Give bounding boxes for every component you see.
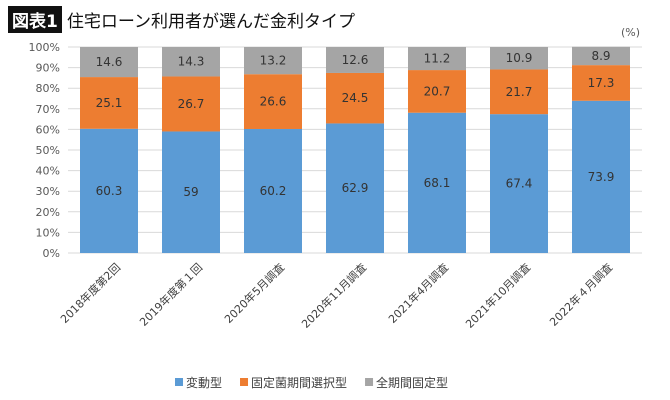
- data-label: 26.6: [260, 95, 287, 109]
- y-tick-label: 100%: [29, 41, 60, 54]
- bar-segment: [244, 74, 302, 129]
- data-label: 21.7: [506, 85, 533, 99]
- data-label: 11.2: [424, 52, 451, 66]
- legend-label: 全期間固定型: [376, 375, 448, 390]
- x-tick-label: 2022年４月調査: [547, 260, 616, 329]
- x-tick-label: 2020年5月調査: [221, 260, 287, 326]
- y-tick-label: 20%: [36, 206, 60, 219]
- unit-label: (%): [621, 26, 640, 39]
- y-tick-label: 70%: [36, 103, 60, 116]
- data-label: 59: [183, 185, 198, 199]
- bar-segment: [162, 76, 220, 132]
- chart-title: 図表1 住宅ローン利用者が選んだ金利タイプ: [8, 6, 355, 33]
- title-text: 住宅ローン利用者が選んだ金利タイプ: [66, 12, 355, 32]
- data-label: 14.6: [96, 55, 123, 69]
- data-label: 67.4: [506, 177, 533, 191]
- y-tick-label: 80%: [36, 82, 60, 95]
- data-label: 20.7: [424, 84, 451, 98]
- data-label: 73.9: [588, 170, 615, 184]
- bar-segment: [244, 128, 302, 253]
- data-label: 62.9: [342, 181, 369, 195]
- bar-segment: [408, 47, 466, 71]
- legend-swatch: [175, 378, 183, 386]
- data-label: 26.7: [178, 97, 205, 111]
- bar-segment: [408, 70, 466, 113]
- y-tick-label: 60%: [36, 123, 60, 136]
- data-label: 60.3: [96, 184, 123, 198]
- data-label: 68.1: [424, 176, 451, 190]
- y-tick-label: 50%: [36, 144, 60, 157]
- bar-segment: [490, 47, 548, 70]
- y-tick-label: 90%: [36, 62, 60, 75]
- bar-segment: [326, 123, 384, 254]
- bar-segment: [572, 100, 630, 254]
- data-label: 14.3: [178, 55, 205, 69]
- data-label: 10.9: [506, 51, 533, 65]
- bar-segment: [572, 65, 630, 101]
- bar-segment: [162, 47, 220, 77]
- x-tick-label: 2018年度第2回: [57, 260, 123, 326]
- x-tick-label: 2020年11月調査: [298, 260, 369, 331]
- y-tick-label: 30%: [36, 185, 60, 198]
- data-label: 12.6: [342, 53, 369, 67]
- x-tick-label: 2021年4月調査: [385, 260, 451, 326]
- bar-segment: [80, 77, 138, 129]
- legend-label: 変動型: [186, 375, 222, 390]
- bar-segment: [408, 112, 466, 254]
- legend-swatch: [240, 378, 249, 386]
- y-tick-label: 10%: [36, 226, 60, 239]
- data-label: 25.1: [96, 96, 123, 110]
- data-label: 24.5: [342, 91, 369, 105]
- y-tick-label: 40%: [36, 165, 60, 178]
- title-badge: 図表1: [8, 6, 62, 33]
- data-label: 13.2: [260, 54, 287, 68]
- bar-segment: [244, 47, 302, 75]
- bar-segment: [326, 72, 384, 124]
- data-label: 17.3: [588, 76, 615, 90]
- bar-segment: [490, 114, 548, 253]
- x-tick-label: 2021年10月調査: [462, 260, 533, 331]
- bar-segment: [162, 131, 220, 253]
- bar-segment: [80, 128, 138, 253]
- y-tick-label: 0%: [43, 247, 60, 260]
- data-label: 60.2: [260, 184, 287, 198]
- legend-swatch: [365, 378, 374, 386]
- x-tick-label: 2019年度第１回: [137, 260, 206, 329]
- data-label: 8.9: [591, 49, 610, 63]
- bar-segment: [326, 47, 384, 73]
- bar-segment: [490, 69, 548, 115]
- legend-label: 固定菌期間選択型: [251, 375, 347, 390]
- bar-segment: [572, 46, 630, 66]
- bar-segment: [80, 47, 138, 78]
